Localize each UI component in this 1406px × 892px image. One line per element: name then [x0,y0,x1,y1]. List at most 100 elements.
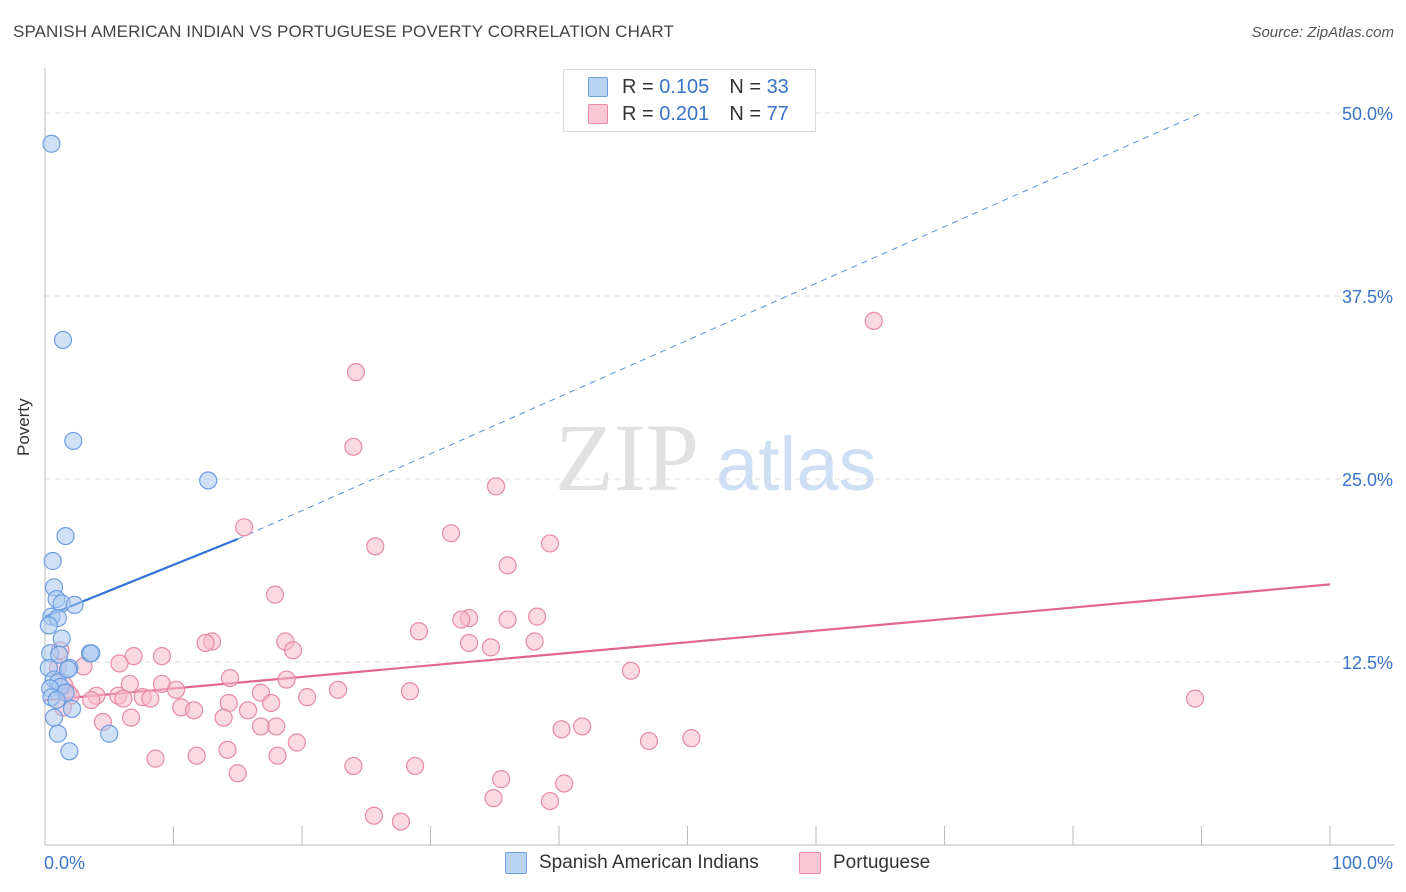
legend-item-portuguese: Portuguese [799,852,930,874]
point-spanish-american-indians [64,431,83,451]
point-spanish-american-indians [199,471,218,490]
point-portuguese [492,770,511,789]
trend-line-pink [44,583,1331,702]
point-portuguese [486,477,506,496]
point-spanish-american-indians [42,134,61,153]
legend-swatch-blue [505,852,527,874]
chart-title: SPANISH AMERICAN INDIAN VS PORTUGUESE PO… [13,22,674,41]
y-tick-label: 25.0% [1342,470,1393,490]
point-portuguese [114,689,133,708]
point-portuguese [621,661,641,680]
point-portuguese [498,556,517,575]
point-portuguese [391,812,411,831]
point-portuguese [1185,689,1205,708]
point-portuguese [484,789,503,808]
point-portuguese [184,701,204,720]
legend-item-spanish-american-indians: Spanish American Indians [505,852,759,874]
point-portuguese [228,764,247,783]
tick-labels: 12.5% 25.0% 37.5% 50.0% 0.0% 100.0% [44,104,1393,873]
point-spanish-american-indians [39,616,58,635]
watermark-zip: ZIP [555,404,699,511]
point-portuguese [268,746,287,765]
point-portuguese [540,534,560,553]
source-label: Source: ZipAtlas.com [1251,24,1394,41]
point-portuguese [528,607,547,626]
legend-r-label: R = [622,102,654,125]
point-spanish-american-indians [59,660,78,679]
point-portuguese [540,791,560,811]
point-portuguese [409,622,429,641]
point-spanish-american-indians [82,644,101,663]
point-portuguese [238,701,258,720]
point-spanish-american-indians [47,690,66,710]
point-spanish-american-indians [50,645,69,664]
legend-row-pink: R = 0.201 N = 77 [588,102,789,126]
watermark-atlas: atlas [716,422,877,507]
point-portuguese [187,746,206,765]
data-points [39,134,1205,831]
point-portuguese [400,682,420,701]
point-portuguese [498,610,517,629]
x-tick-label-max: 100.0% [1332,853,1393,873]
point-portuguese [328,680,348,699]
gridlines [45,112,1395,663]
point-portuguese [441,524,461,543]
point-portuguese [552,720,571,739]
watermark: ZIP atlas [555,404,877,511]
point-portuguese [864,311,883,330]
point-spanish-american-indians [65,595,84,615]
point-spanish-american-indians [56,526,75,546]
point-portuguese [214,708,233,727]
legend-n-value: 33 [766,75,789,98]
legend-r-label: R = [622,75,654,98]
point-portuguese [346,363,366,382]
point-spanish-american-indians [62,699,82,718]
point-portuguese [277,670,296,689]
point-portuguese [364,806,384,825]
legend-n-label: N = [729,75,761,98]
point-portuguese [265,585,285,604]
axes [44,68,1395,846]
point-spanish-american-indians [60,742,79,761]
point-spanish-american-indians [48,724,67,743]
point-portuguese [166,680,186,699]
legend-row-blue: R = 0.105 N = 33 [588,75,789,99]
point-portuguese [298,688,317,707]
legend-label: Portuguese [833,852,931,873]
point-portuguese [220,669,240,688]
point-portuguese [235,518,254,537]
legend-n-value: 77 [766,102,789,125]
point-spanish-american-indians [52,629,71,648]
x-tick-label-min: 0.0% [44,853,85,873]
point-portuguese [267,717,286,736]
point-portuguese [251,717,270,736]
point-portuguese [344,437,363,456]
point-portuguese [555,774,574,793]
point-portuguese [287,733,306,752]
point-portuguese [218,740,237,759]
point-portuguese [283,641,303,660]
point-portuguese [459,633,479,653]
point-spanish-american-indians [44,708,64,727]
point-portuguese [682,729,701,748]
point-portuguese [196,633,215,653]
point-portuguese [152,647,172,666]
legend-r-value: 0.105 [659,75,710,98]
point-portuguese [110,654,129,673]
point-spanish-american-indians [43,551,62,571]
legend-r-value: 0.201 [659,102,710,125]
point-portuguese [121,708,141,727]
point-portuguese [124,647,143,666]
point-portuguese [405,756,425,776]
point-portuguese [525,632,544,651]
y-tick-label: 12.5% [1342,653,1393,673]
correlation-legend: R = 0.105 N = 33 R = 0.201 N = 77 [563,69,816,132]
point-spanish-american-indians [53,330,73,350]
legend-n-label: N = [729,102,761,125]
legend-swatch-pink [588,104,608,124]
point-portuguese [481,638,500,657]
point-portuguese [366,537,385,556]
y-tick-label: 37.5% [1342,287,1393,307]
legend-swatch-pink [799,852,821,874]
